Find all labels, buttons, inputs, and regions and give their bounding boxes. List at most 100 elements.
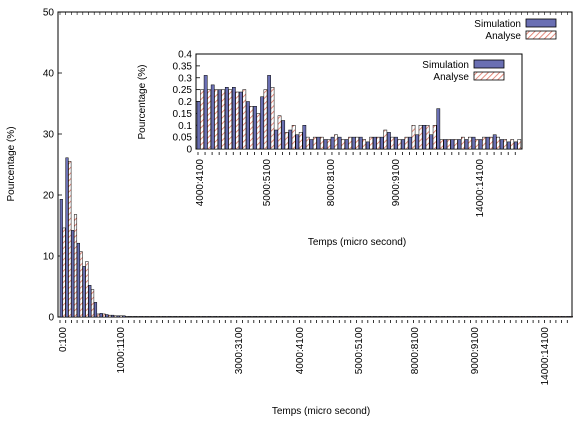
inset-bar-analyse bbox=[221, 89, 226, 150]
inset-bar-simulation bbox=[330, 136, 335, 150]
main-bar-analyse bbox=[381, 316, 385, 318]
main-bar-simulation bbox=[247, 316, 251, 318]
main-bar-analyse bbox=[159, 316, 163, 318]
inset-bar-analyse bbox=[312, 136, 317, 150]
main-bar-simulation bbox=[139, 316, 143, 318]
inset-bar-simulation bbox=[408, 136, 412, 150]
main-bar-simulation bbox=[510, 316, 514, 318]
main-bar-simulation bbox=[116, 315, 120, 318]
main-bar-simulation bbox=[367, 316, 371, 318]
inset-legend-label-simulation: Simulation bbox=[422, 60, 469, 71]
inset-bar-analyse bbox=[489, 136, 493, 150]
main-bar-simulation bbox=[464, 316, 468, 318]
main-bar-analyse bbox=[319, 316, 323, 318]
main-x-tick-label: 8000:8100 bbox=[410, 327, 421, 375]
main-bar-analyse bbox=[301, 316, 306, 318]
main-bar-simulation bbox=[230, 316, 234, 318]
main-chart: 0 10 20 30 40 50 0:100 1000:1100 3000:3100 4000:… bbox=[6, 8, 573, 417]
inset-bar-simulation bbox=[323, 139, 328, 150]
main-bar-simulation bbox=[475, 316, 479, 318]
main-bar-simulation bbox=[276, 316, 280, 318]
main-bar-simulation bbox=[299, 316, 303, 318]
main-bar-simulation bbox=[168, 316, 172, 318]
main-bar-analyse bbox=[142, 316, 146, 318]
main-bar-simulation bbox=[418, 316, 422, 318]
main-bar-simulation bbox=[156, 316, 160, 318]
inset-bar-analyse bbox=[496, 136, 500, 150]
main-bar-analyse bbox=[267, 316, 271, 318]
main-bar-simulation bbox=[413, 316, 417, 318]
inset-y-tick-label: 0.2 bbox=[178, 97, 192, 108]
main-bar-analyse bbox=[455, 316, 459, 318]
inset-bar-simulation bbox=[302, 125, 307, 150]
main-bar-simulation bbox=[190, 316, 194, 318]
inset-bar-simulation bbox=[267, 75, 271, 150]
main-bar-simulation bbox=[145, 316, 149, 318]
inset-bar-analyse bbox=[453, 139, 458, 150]
main-bar-analyse bbox=[387, 316, 391, 318]
main-x-tick-label: 4000:4100 bbox=[295, 327, 306, 375]
main-bar-simulation bbox=[453, 316, 457, 318]
inset-bar-simulation bbox=[246, 101, 250, 150]
main-x-tick-label: 9000:9100 bbox=[470, 327, 481, 375]
main-bar-analyse bbox=[569, 316, 573, 318]
main-bar-analyse bbox=[330, 316, 334, 318]
main-bar-simulation bbox=[310, 316, 314, 318]
main-bar-analyse bbox=[227, 316, 231, 318]
inset-bar-simulation bbox=[210, 84, 215, 150]
main-bar-simulation bbox=[356, 316, 360, 318]
inset-bar-analyse bbox=[482, 136, 486, 150]
main-bar-simulation bbox=[327, 316, 331, 318]
inset-bar-simulation bbox=[387, 132, 391, 150]
main-bar-analyse bbox=[313, 316, 317, 318]
main-bar-simulation bbox=[93, 302, 98, 318]
inset-x-tick-label: 4000:4100 bbox=[195, 159, 206, 207]
main-bar-analyse bbox=[284, 316, 288, 318]
main-bar-simulation bbox=[99, 313, 103, 318]
main-bar-simulation bbox=[339, 316, 343, 318]
inset-bar-simulation bbox=[358, 136, 363, 150]
main-bar-simulation bbox=[504, 316, 508, 318]
main-bar-analyse bbox=[467, 316, 471, 318]
main-legend-swatch-analyse bbox=[525, 30, 557, 40]
inset-bar-analyse bbox=[461, 136, 465, 150]
main-bar-simulation bbox=[567, 316, 571, 318]
inset-bar-simulation bbox=[232, 87, 236, 150]
main-bar-simulation bbox=[544, 316, 548, 318]
inset-bar-analyse bbox=[348, 136, 352, 150]
main-bar-simulation bbox=[407, 316, 411, 318]
inset-bar-analyse bbox=[284, 132, 289, 150]
main-bar-simulation bbox=[515, 316, 519, 318]
main-bar-analyse bbox=[119, 315, 123, 318]
main-bar-analyse bbox=[484, 316, 488, 318]
inset-bar-simulation bbox=[457, 139, 462, 150]
main-bar-simulation bbox=[498, 316, 502, 318]
main-bar-analyse bbox=[524, 316, 528, 318]
main-bar-analyse bbox=[341, 316, 345, 318]
inset-bar-simulation bbox=[337, 136, 342, 150]
inset-bar-simulation bbox=[281, 120, 286, 150]
main-bar-simulation bbox=[282, 316, 286, 318]
main-bar-analyse bbox=[507, 316, 511, 318]
main-bar-simulation bbox=[481, 316, 485, 318]
inset-x-tick-label: 9000:9100 bbox=[391, 159, 402, 207]
main-bar-analyse bbox=[296, 316, 300, 318]
inset-bar-analyse bbox=[517, 139, 522, 150]
main-bar-analyse bbox=[347, 316, 351, 318]
main-bar-simulation bbox=[196, 316, 200, 318]
main-bar-simulation bbox=[82, 266, 86, 318]
main-bar-analyse bbox=[216, 316, 220, 318]
inset-bar-analyse bbox=[355, 136, 359, 150]
inset-bar-simulation bbox=[471, 136, 476, 150]
inset-bar-simulation bbox=[401, 139, 405, 150]
main-bar-simulation bbox=[213, 316, 217, 318]
main-legend: Simulation Analyse bbox=[474, 18, 557, 42]
inset-x-ticks: 4000:4100 5000:5100 8000:8100 9000:9100 1400… bbox=[195, 152, 516, 217]
main-bar-simulation bbox=[173, 316, 177, 318]
inset-bar-analyse bbox=[277, 115, 282, 150]
main-bar-simulation bbox=[321, 316, 326, 318]
main-bar-simulation bbox=[378, 316, 383, 318]
inset-bar-simulation bbox=[260, 96, 264, 150]
main-bar-simulation bbox=[236, 316, 240, 318]
main-bar-simulation bbox=[59, 199, 63, 318]
